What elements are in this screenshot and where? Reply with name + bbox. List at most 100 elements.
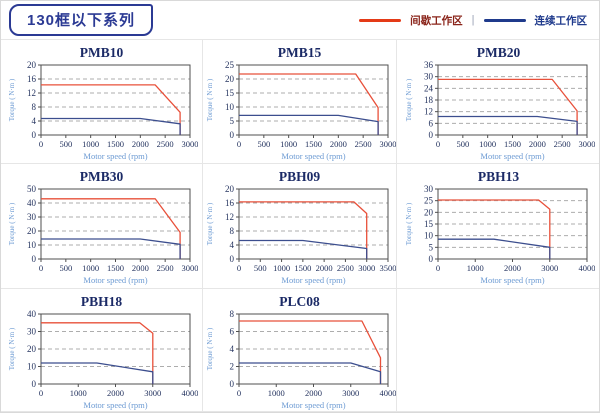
x-tick-label: 3000: [181, 139, 198, 149]
y-tick-label: 36: [424, 61, 434, 70]
y-tick-label: 2: [229, 362, 234, 372]
y-tick-label: 4: [229, 240, 234, 250]
x-tick-label: 3000: [578, 139, 595, 149]
chart-title: PBH13: [477, 169, 520, 184]
x-tick-label: 2000: [329, 139, 346, 149]
continuous-work-line: [238, 114, 379, 135]
x-tick-label: 1000: [82, 263, 99, 273]
y-tick-label: 20: [27, 344, 37, 354]
x-tick-label: 500: [59, 263, 72, 273]
x-axis-label: Motor speed (rpm): [281, 151, 345, 161]
x-tick-label: 1500: [305, 139, 322, 149]
x-tick-label: 2500: [354, 139, 371, 149]
y-tick-label: 0: [229, 379, 234, 389]
chart-cell-pmb15: PMB15 0 5 10 15 20 25 0 500 1000 1500 2000 2500 3000…: [203, 40, 397, 164]
x-tick-label: 1500: [294, 263, 311, 273]
intermittent-work-line: [238, 201, 367, 259]
x-axis-label: Motor speed (rpm): [83, 275, 147, 285]
continuous-work-line: [40, 238, 181, 259]
y-tick-label: 5: [229, 116, 234, 126]
intermittent-work-line: [40, 198, 181, 259]
series-title-badge: 130框以下系列: [9, 4, 154, 36]
y-tick-label: 20: [27, 226, 37, 236]
intermittent-work-line: [238, 320, 381, 384]
chart-canvas-pmb15: 0 5 10 15 20 25 0 500 1000 1500 2000 2500 3000 Motor …: [206, 61, 396, 161]
chart-cell-pmb30: PMB30 0 10 20 30 40 50 0 500 1000 1500 2000 2500 300…: [1, 164, 203, 289]
x-tick-label: 0: [38, 263, 42, 273]
y-tick-label: 30: [424, 72, 434, 82]
y-tick-label: 30: [27, 212, 37, 222]
chart-cell-pbh09: PBH09 0 4 8 12 16 20 0 500 1000 1500 2000 2500 3000 3…: [203, 164, 397, 289]
x-tick-label: 1000: [280, 139, 297, 149]
x-tick-label: 2000: [131, 139, 148, 149]
y-tick-label: 25: [424, 196, 434, 206]
empty-cell: [397, 289, 599, 412]
x-tick-label: 3000: [379, 139, 396, 149]
chart-cell-pbh13: PBH13 0 5 10 15 20 25 30 0 1000 2000 3000 4000 Motor…: [397, 164, 599, 289]
y-tick-label: 0: [229, 254, 234, 264]
intermittent-work-line: [238, 73, 379, 135]
x-axis-label: Motor speed (rpm): [83, 151, 147, 161]
x-tick-label: 0: [38, 139, 42, 149]
chart-cell-pbh18: PBH18 0 10 20 30 40 0 1000 2000 3000 4000 Motor sp…: [1, 289, 203, 412]
legend-label-continuous: 连续工作区: [534, 14, 588, 27]
y-tick-label: 40: [27, 198, 37, 208]
y-tick-label: 4: [31, 116, 36, 126]
x-tick-label: 0: [236, 139, 240, 149]
chart-title: PBH18: [80, 294, 123, 309]
y-axis-label: Torque ( N·m ): [405, 202, 413, 245]
plot-frame: [40, 64, 190, 136]
x-tick-label: 3500: [379, 263, 396, 273]
y-tick-label: 8: [31, 102, 36, 112]
x-tick-label: 500: [257, 139, 270, 149]
x-tick-label: 0: [435, 139, 439, 149]
y-axis-label: Torque ( N·m ): [405, 78, 413, 121]
chart-title: PLC08: [279, 294, 320, 309]
y-tick-label: 16: [27, 74, 37, 84]
x-tick-label: 0: [435, 263, 439, 273]
chart-canvas-pbh18: 0 10 20 30 40 0 1000 2000 3000 4000 Motor speed (r…: [8, 310, 198, 410]
x-tick-label: 2000: [528, 139, 545, 149]
charts-grid: PMB10 0 4 8 12 16 20 0 500 1000 1500 2000 2500 3000 M…: [1, 39, 599, 412]
y-axis-label: Torque ( N·m ): [8, 78, 16, 121]
x-axis-label: Motor speed (rpm): [83, 400, 147, 410]
header: 130框以下系列 间歇工作区 | 连续工作区: [1, 1, 599, 39]
y-tick-label: 40: [27, 310, 37, 319]
y-tick-label: 0: [229, 130, 234, 140]
chart-cell-pmb20: PMB20 0 6 12 18 24 30 36 0 500 1000 1500 2000 2500 30…: [397, 40, 599, 164]
x-tick-label: 2000: [305, 388, 322, 398]
intermittent-work-line: [437, 78, 578, 135]
y-tick-label: 6: [428, 118, 433, 128]
x-tick-label: 2500: [156, 139, 173, 149]
x-tick-label: 0: [236, 388, 240, 398]
y-tick-label: 15: [225, 88, 235, 98]
continuous-work-line: [238, 362, 381, 384]
y-tick-label: 8: [229, 310, 234, 319]
chart-cell-plc08: PLC08 0 2 4 6 8 0 1000 2000 3000 4000 Motor speed …: [203, 289, 397, 412]
series-title: 130框以下系列: [27, 12, 136, 29]
y-tick-label: 18: [424, 95, 434, 105]
y-tick-label: 0: [428, 130, 433, 140]
x-tick-label: 2000: [504, 263, 521, 273]
y-tick-label: 0: [31, 379, 36, 389]
continuous-work-line: [437, 115, 578, 135]
chart-canvas-pmb10: 0 4 8 12 16 20 0 500 1000 1500 2000 2500 3000 Motor s…: [8, 61, 198, 161]
y-tick-label: 5: [428, 242, 433, 252]
legend: 间歇工作区 | 连续工作区: [359, 13, 587, 28]
y-tick-label: 4: [229, 344, 234, 354]
y-tick-label: 0: [31, 130, 36, 140]
x-tick-label: 1000: [273, 263, 290, 273]
intermittent-work-line: [40, 322, 153, 384]
chart-canvas-plc08: 0 2 4 6 8 0 1000 2000 3000 4000 Motor speed (rpm) T…: [206, 310, 396, 410]
x-tick-label: 4000: [379, 388, 396, 398]
x-tick-label: 3000: [358, 263, 375, 273]
legend-separator: |: [471, 14, 475, 26]
x-axis-label: Motor speed (rpm): [281, 275, 345, 285]
y-tick-label: 20: [225, 74, 235, 84]
x-tick-label: 3000: [144, 388, 161, 398]
continuous-work-line: [40, 117, 181, 135]
chart-canvas-pbh09: 0 4 8 12 16 20 0 500 1000 1500 2000 2500 3000 3500 Mot…: [206, 185, 396, 285]
